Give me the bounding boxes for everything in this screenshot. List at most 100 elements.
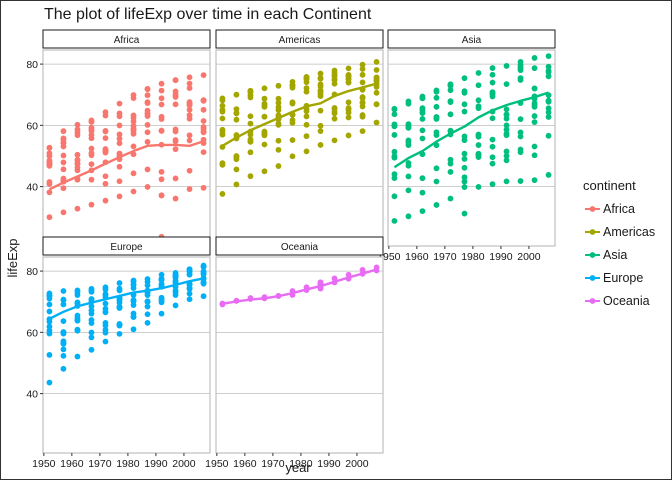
data-point [172, 137, 179, 143]
data-point [359, 61, 366, 68]
data-point [461, 133, 468, 140]
data-point [359, 71, 366, 78]
data-point [391, 121, 398, 128]
data-point [88, 329, 95, 336]
data-point [144, 129, 151, 136]
data-point [503, 106, 510, 113]
data-point [531, 152, 538, 159]
data-point [475, 131, 482, 138]
data-point [475, 150, 482, 157]
data-point [186, 186, 193, 192]
data-point [373, 101, 380, 108]
data-point [531, 113, 538, 119]
data-point [373, 119, 380, 126]
data-point [172, 302, 179, 309]
data-point [102, 338, 109, 345]
data-point [545, 63, 552, 70]
data-point [74, 205, 81, 212]
data-point [116, 305, 123, 311]
data-point [489, 115, 496, 122]
data-point [345, 105, 352, 111]
data-point [130, 297, 137, 304]
data-point [317, 122, 324, 129]
data-points [46, 72, 207, 240]
data-point [200, 118, 207, 124]
facet-panel-oceania: Oceania 1950 1960 1970 1980 1990 2000 [205, 236, 384, 470]
legend-item-americas: Americas [585, 225, 655, 239]
data-point [46, 189, 53, 196]
y-tick-label: 60 [26, 327, 38, 339]
data-point [359, 266, 366, 273]
smooth-trend-line [222, 268, 377, 306]
data-point [419, 116, 426, 122]
data-point [200, 149, 207, 156]
data-point [116, 285, 123, 292]
data-point [391, 175, 398, 182]
data-point [261, 168, 268, 175]
x-tick-label: 1980 [461, 251, 485, 263]
data-point [144, 278, 151, 285]
data-point [475, 70, 482, 76]
data-point [331, 275, 338, 282]
data-point [317, 93, 324, 100]
data-point [172, 195, 179, 202]
data-point [102, 197, 109, 204]
data-point [116, 140, 123, 147]
data-point [172, 94, 179, 100]
data-point [489, 93, 496, 100]
x-tick-label: 1990 [317, 458, 341, 470]
data-point [186, 106, 193, 113]
data-point [419, 95, 426, 102]
legend-key-point [589, 275, 596, 281]
data-point [447, 156, 454, 163]
legend-label: Oceania [603, 294, 650, 308]
data-point [74, 151, 81, 158]
data-point [545, 109, 552, 116]
data-point [116, 330, 123, 337]
data-point [461, 108, 468, 115]
data-point [345, 109, 352, 116]
data-point [130, 115, 137, 121]
legend: continent Africa Americas Asia Europe Oceani… [583, 178, 655, 308]
data-point [405, 187, 412, 194]
data-point [158, 87, 165, 94]
x-tick-label: 1970 [433, 251, 457, 263]
data-point [144, 166, 151, 173]
data-point [158, 271, 165, 278]
legend-key-point [589, 229, 596, 235]
facet-strip [215, 236, 384, 256]
legend-label: Asia [603, 248, 627, 262]
data-point [545, 132, 552, 139]
panel-border [42, 256, 211, 454]
data-point [60, 185, 67, 192]
data-point [144, 311, 151, 318]
data-point [186, 268, 193, 275]
data-point [144, 86, 151, 93]
data-point [186, 167, 193, 174]
facet-strip-label: Europe [110, 242, 143, 253]
data-point [60, 338, 67, 345]
data-point [74, 353, 81, 360]
data-point [331, 77, 338, 84]
data-point [116, 178, 123, 185]
data-point [60, 346, 67, 353]
data-point [158, 101, 165, 108]
data-point [130, 285, 137, 291]
legend-title: continent [583, 178, 636, 193]
data-point [489, 154, 496, 161]
data-point [102, 112, 109, 119]
data-point [200, 106, 207, 113]
x-tick-label: 1950 [205, 458, 229, 470]
x-tick-label: 1960 [233, 458, 257, 470]
data-point [503, 63, 510, 69]
data-point [489, 160, 496, 167]
data-point [186, 284, 193, 291]
data-point [102, 146, 109, 152]
data-point [88, 287, 95, 294]
data-point [275, 137, 282, 144]
data-point [545, 97, 552, 104]
data-point [60, 209, 67, 216]
data-point [261, 141, 268, 148]
data-point [200, 124, 207, 130]
